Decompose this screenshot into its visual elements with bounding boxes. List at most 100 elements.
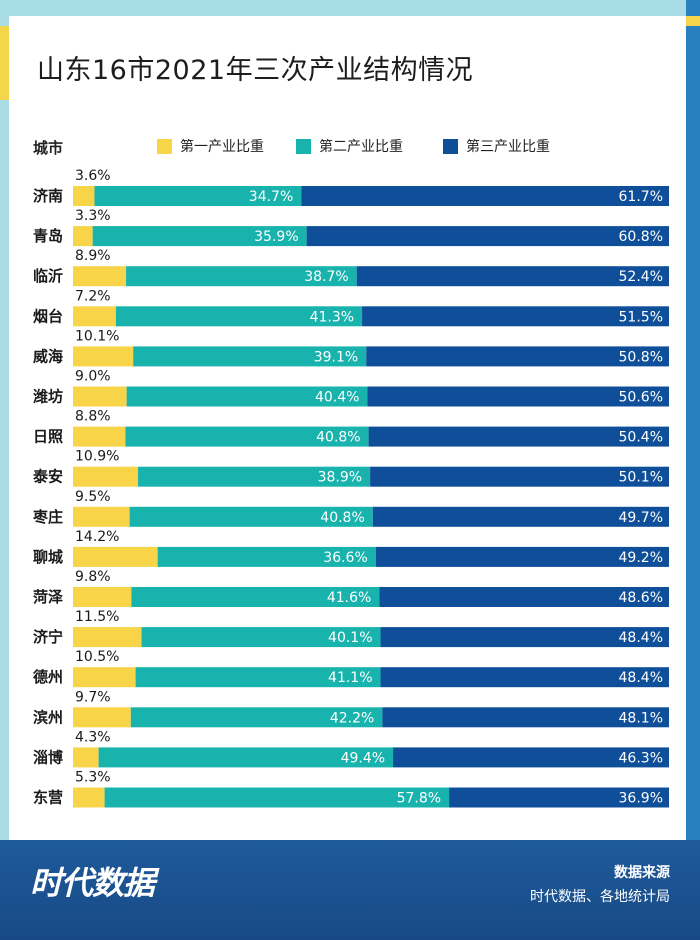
data-label-secondary: 41.3%: [310, 309, 354, 325]
bar-row: 青岛 3.3% 35.9% 60.8%: [33, 208, 669, 247]
category-label: 济宁: [33, 628, 63, 646]
bar-segment-secondary: [125, 426, 369, 447]
data-label-primary: 8.9%: [75, 248, 111, 264]
frame-right-accent: [686, 16, 700, 26]
data-label-secondary: 40.8%: [316, 430, 360, 446]
bar-segment-primary: [73, 386, 127, 407]
data-label-secondary: 38.9%: [318, 470, 362, 486]
bar-row: 烟台 7.2% 41.3% 51.5%: [33, 288, 669, 327]
category-label: 济南: [33, 187, 63, 205]
bar-segment-tertiary: [379, 587, 669, 607]
bar-row: 淄博 4.3% 49.4% 46.3%: [33, 729, 669, 768]
stacked-bar-chart: 济南 3.6% 34.7% 61.7% 青岛 3.3% 35.9% 60.8% 临沂 8.9% 38…: [32, 168, 669, 808]
data-label-primary: 8.8%: [75, 409, 111, 425]
bar-row: 济南 3.6% 34.7% 61.7%: [33, 168, 669, 206]
data-label-tertiary: 48.6%: [619, 590, 663, 606]
data-label-secondary: 49.4%: [341, 750, 385, 766]
bar-row: 泰安 10.9% 38.9% 50.1%: [32, 449, 669, 487]
bar-segment-primary: [73, 306, 116, 327]
data-label-tertiary: 52.4%: [619, 269, 663, 285]
category-label: 淄博: [33, 748, 63, 766]
data-label-primary: 10.9%: [75, 449, 119, 465]
data-label-secondary: 39.1%: [314, 349, 358, 365]
bar-row: 菏泽 9.8% 41.6% 48.6%: [33, 569, 669, 607]
bar-segment-primary: [73, 587, 132, 607]
data-label-primary: 9.8%: [75, 569, 111, 585]
data-label-secondary: 42.2%: [330, 710, 374, 726]
legend-swatch-primary: [157, 138, 172, 154]
bar-segment-secondary: [131, 587, 380, 607]
data-label-primary: 3.6%: [75, 168, 111, 184]
bar-segment-secondary: [138, 466, 371, 487]
data-label-tertiary: 51.5%: [619, 309, 663, 325]
bar-segment-primary: [73, 707, 131, 728]
bar-segment-tertiary: [393, 747, 669, 768]
bar-segment-secondary: [126, 386, 368, 407]
bar-row: 威海 10.1% 39.1% 50.8%: [33, 328, 669, 367]
bar-segment-secondary: [126, 266, 357, 287]
bar-segment-tertiary: [362, 306, 669, 327]
bar-segment-tertiary: [368, 426, 669, 447]
chart-title: 山东16市2021年三次产业结构情况: [37, 55, 474, 86]
data-label-tertiary: 48.4%: [619, 670, 663, 686]
bar-segment-tertiary: [366, 346, 669, 367]
data-label-secondary: 40.8%: [320, 510, 364, 526]
bar-row: 日照 8.8% 40.8% 50.4%: [33, 409, 669, 447]
bar-segment-tertiary: [356, 266, 669, 287]
bar-segment-primary: [73, 426, 126, 447]
category-label: 临沂: [33, 267, 63, 285]
legend-item-secondary: 第二产业比重: [296, 136, 403, 156]
bar-segment-secondary: [133, 346, 367, 367]
legend-item-tertiary: 第三产业比重: [443, 136, 550, 156]
bar-segment-tertiary: [372, 506, 669, 527]
bar-segment-primary: [73, 747, 99, 768]
data-label-tertiary: 36.9%: [619, 791, 663, 807]
bar-segment-tertiary: [375, 546, 669, 567]
bar-segment-secondary: [104, 787, 450, 808]
frame-right: [686, 0, 700, 840]
data-label-tertiary: 48.4%: [619, 630, 663, 646]
frame-left-accent: [0, 26, 9, 100]
bar-segment-primary: [73, 466, 139, 487]
category-label: 青岛: [33, 227, 63, 245]
data-label-secondary: 41.1%: [328, 670, 372, 686]
bar-segment-secondary: [130, 707, 383, 728]
legend-label-tertiary: 第三产业比重: [466, 139, 550, 155]
bar-segment-primary: [73, 186, 95, 206]
data-label-primary: 10.5%: [75, 649, 119, 665]
category-label: 枣庄: [32, 508, 63, 526]
bar-segment-tertiary: [382, 707, 669, 728]
bar-segment-secondary: [115, 306, 363, 327]
data-label-primary: 9.7%: [75, 689, 111, 705]
category-label: 潍坊: [33, 388, 63, 406]
data-label-tertiary: 46.3%: [619, 750, 663, 766]
category-label: 烟台: [33, 307, 63, 325]
data-label-primary: 7.2%: [75, 288, 111, 304]
legend-label-primary: 第一产业比重: [180, 139, 264, 155]
bar-segment-secondary: [141, 627, 381, 648]
bar-row: 东营 5.3% 57.8% 36.9%: [33, 770, 669, 808]
bar-row: 枣庄 9.5% 40.8% 49.7%: [32, 489, 669, 527]
source-text: 时代数据、各地统计局: [530, 889, 670, 905]
data-label-primary: 9.5%: [75, 489, 111, 505]
data-label-tertiary: 61.7%: [619, 189, 663, 205]
bar-segment-tertiary: [380, 627, 669, 648]
source-title: 数据来源: [614, 865, 670, 881]
bar-segment-tertiary: [370, 466, 669, 487]
category-label: 泰安: [32, 468, 63, 486]
data-label-tertiary: 50.4%: [619, 430, 663, 446]
data-label-primary: 10.1%: [75, 328, 119, 344]
bar-segment-primary: [73, 787, 105, 808]
bar-segment-secondary: [135, 667, 381, 688]
legend-swatch-secondary: [296, 138, 311, 154]
data-label-primary: 9.0%: [75, 369, 111, 385]
bar-row: 德州 10.5% 41.1% 48.4%: [33, 649, 669, 688]
frame-left: [0, 0, 9, 840]
data-label-secondary: 35.9%: [254, 229, 298, 245]
category-label: 滨州: [33, 708, 63, 726]
bar-segment-primary: [73, 627, 142, 648]
footer-band: [0, 840, 700, 940]
bar-segment-primary: [73, 346, 134, 367]
bar-segment-secondary: [94, 186, 302, 206]
category-label: 德州: [33, 668, 63, 686]
